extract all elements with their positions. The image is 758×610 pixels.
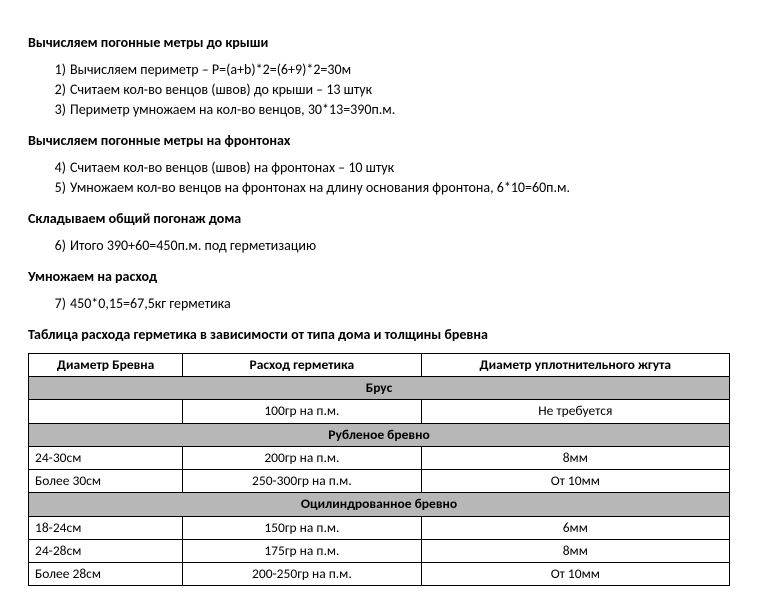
step-text: Считаем кол-во венцов (швов) до крыши – … [70, 81, 372, 98]
step-item: 6)Итого 390+60=450п.м. под герметизацию [70, 237, 730, 254]
table-title: Таблица расхода герметика в зависимости … [28, 326, 730, 343]
heading-section2: Вычисляем погонные метры на фронтонах [28, 132, 730, 149]
cell-diameter [29, 400, 183, 423]
steps-section1: 1)Вычисляем периметр – P=(a+b)*2=(6+9)*2… [28, 61, 730, 118]
cell-cord: От 10мм [421, 562, 729, 585]
step-item: 1)Вычисляем периметр – P=(a+b)*2=(6+9)*2… [70, 61, 730, 78]
table-section-row: Оцилиндрованное бревно [29, 493, 730, 516]
table-section-row: Рубленое бревно [29, 423, 730, 446]
step-text: Считаем кол-во венцов (швов) на фронтона… [70, 159, 394, 176]
table-row: 24-28см175гр на п.м.8мм [29, 539, 730, 562]
step-item: 7)450*0,15=67,5кг герметика [70, 295, 730, 312]
step-text: Умножаем кол-во венцов на фронтонах на д… [70, 179, 570, 196]
cell-cord: От 10мм [421, 470, 729, 493]
consumption-table: Диаметр БревнаРасход герметикаДиаметр уп… [28, 353, 730, 586]
step-number: 3) [44, 101, 66, 118]
heading-section4: Умножаем на расход [28, 268, 730, 285]
steps-section3: 6)Итого 390+60=450п.м. под герметизацию [28, 237, 730, 254]
cell-cord: 8мм [421, 539, 729, 562]
step-number: 5) [44, 179, 66, 196]
cell-diameter: Более 30см [29, 470, 183, 493]
step-number: 7) [44, 295, 66, 312]
heading-section1: Вычисляем погонные метры до крыши [28, 34, 730, 51]
step-item: 2)Считаем кол-во венцов (швов) до крыши … [70, 81, 730, 98]
table-header-row: Диаметр БревнаРасход герметикаДиаметр уп… [29, 354, 730, 377]
step-item: 4)Считаем кол-во венцов (швов) на фронто… [70, 159, 730, 176]
table-row: 18-24см150гр на п.м.6мм [29, 516, 730, 539]
step-number: 1) [44, 61, 66, 78]
table-body: Брус100гр на п.м.Не требуетсяРубленое бр… [29, 377, 730, 586]
table-column-header: Диаметр Бревна [29, 354, 183, 377]
cell-cord: 8мм [421, 446, 729, 469]
cell-diameter: 18-24см [29, 516, 183, 539]
cell-diameter: 24-28см [29, 539, 183, 562]
cell-diameter: 24-30см [29, 446, 183, 469]
cell-cord: Не требуется [421, 400, 729, 423]
step-item: 3)Периметр умножаем на кол-во венцов, 30… [70, 101, 730, 118]
table-section-row: Брус [29, 377, 730, 400]
table-column-header: Расход герметика [183, 354, 421, 377]
step-text: Итого 390+60=450п.м. под герметизацию [70, 237, 316, 254]
table-section-label: Рубленое бревно [29, 423, 730, 446]
steps-section2: 4)Считаем кол-во венцов (швов) на фронто… [28, 159, 730, 196]
step-number: 6) [44, 237, 66, 254]
heading-section3: Складываем общий погонаж дома [28, 210, 730, 227]
cell-consumption: 250-300гр на п.м. [183, 470, 421, 493]
table-row: 100гр на п.м.Не требуется [29, 400, 730, 423]
cell-consumption: 100гр на п.м. [183, 400, 421, 423]
cell-consumption: 200гр на п.м. [183, 446, 421, 469]
table-row: Более 28см200-250гр на п.м.От 10мм [29, 562, 730, 585]
step-number: 4) [44, 159, 66, 176]
table-row: Более 30см250-300гр на п.м.От 10мм [29, 470, 730, 493]
steps-section4: 7)450*0,15=67,5кг герметика [28, 295, 730, 312]
cell-consumption: 150гр на п.м. [183, 516, 421, 539]
table-section-label: Брус [29, 377, 730, 400]
table-section-label: Оцилиндрованное бревно [29, 493, 730, 516]
table-column-header: Диаметр уплотнительного жгута [421, 354, 729, 377]
step-text: Периметр умножаем на кол-во венцов, 30*1… [70, 101, 395, 118]
step-text: Вычисляем периметр – P=(a+b)*2=(6+9)*2=3… [70, 61, 351, 78]
cell-cord: 6мм [421, 516, 729, 539]
cell-diameter: Более 28см [29, 562, 183, 585]
step-item: 5)Умножаем кол-во венцов на фронтонах на… [70, 179, 730, 196]
step-number: 2) [44, 81, 66, 98]
cell-consumption: 200-250гр на п.м. [183, 562, 421, 585]
cell-consumption: 175гр на п.м. [183, 539, 421, 562]
table-row: 24-30см200гр на п.м.8мм [29, 446, 730, 469]
step-text: 450*0,15=67,5кг герметика [70, 295, 231, 312]
